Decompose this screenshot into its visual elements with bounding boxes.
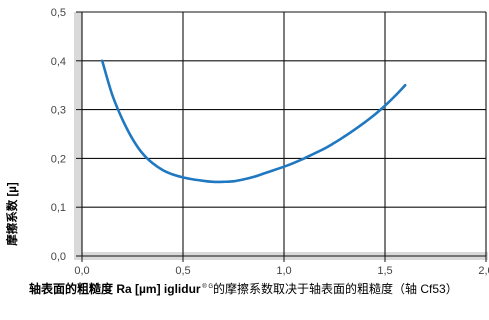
y-tick-label: 0,0 — [51, 251, 66, 263]
y-tick-label: 0,1 — [51, 202, 66, 214]
y-tick-label: 0,2 — [51, 153, 66, 165]
x-tick-labels: 0,0 0,5 1,0 1,5 2,0 — [74, 265, 489, 277]
caption-part2: 的摩擦系数取决于轴表面的粗糙度（轴 Cf53） — [213, 282, 458, 296]
x-tick-label: 1,0 — [276, 265, 291, 277]
series-line — [100, 59, 407, 184]
y-tick-label: 0,4 — [51, 56, 66, 68]
grid-lines — [76, 11, 487, 262]
y-tick-label: 0,5 — [51, 7, 66, 19]
caption-superscript: ® G — [200, 284, 214, 290]
y-tick-labels: 0,0 0,1 0,2 0,3 0,4 0,5 — [51, 7, 66, 263]
caption-part1: Ra [µm] iglidur — [113, 282, 201, 296]
y-tick-label: 0,3 — [51, 105, 66, 117]
x-tick-label: 0,0 — [74, 265, 89, 277]
plot-left-band — [74, 12, 82, 256]
caption-bold: 轴表面的粗糙度 — [29, 282, 114, 296]
x-tick-label: 1,5 — [377, 265, 392, 277]
chart-caption: 轴表面的粗糙度 Ra [µm] iglidur ® G的摩擦系数取决于轴表面的粗… — [29, 282, 489, 297]
y-axis-label: 摩擦系数 [µ] — [5, 182, 19, 246]
x-tick-label: 0,5 — [175, 265, 190, 277]
x-tick-label: 2,0 — [478, 265, 489, 277]
series-group — [100, 59, 407, 184]
